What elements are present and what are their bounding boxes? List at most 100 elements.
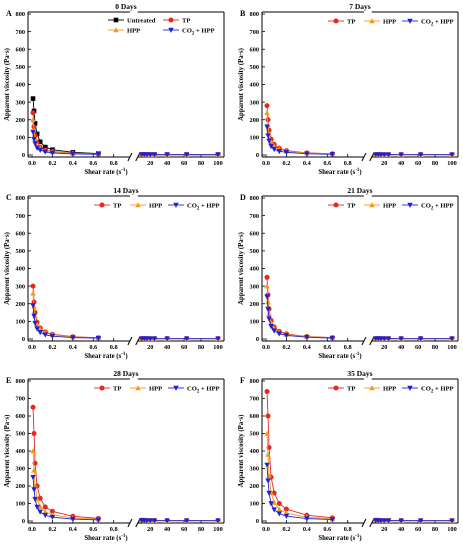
data-point	[271, 499, 277, 505]
data-point	[265, 451, 271, 457]
data-point	[283, 150, 290, 156]
chart-panel-b: B 7 Days 0 100 200 300 400 500 600 700 800 0.0 0.2 0.…	[238, 2, 459, 176]
legend-marker	[99, 385, 105, 391]
x-tick-label: 0.0	[28, 526, 36, 533]
panel-title: 7 Days	[349, 2, 371, 11]
legend-marker	[135, 385, 141, 391]
legend-marker	[113, 17, 119, 23]
x-tick-label: 0.2	[282, 344, 290, 351]
x-tick-label: 0.2	[48, 344, 56, 351]
legend-label: Untreated	[127, 17, 156, 24]
data-point	[378, 336, 384, 342]
x-tick-label: 0.4	[303, 160, 312, 167]
x-tick-label: 40	[164, 160, 170, 167]
x-axis-label: Shear rate (s-1)	[318, 168, 361, 176]
data-point	[30, 303, 36, 309]
data-point	[30, 448, 36, 454]
x-tick-label: 60	[181, 526, 187, 533]
axis-break-mark	[127, 152, 133, 162]
legend-label: CO2 + HPP	[421, 385, 454, 394]
data-point	[32, 496, 38, 503]
y-tick-label: 200	[250, 483, 259, 490]
data-point	[329, 335, 336, 342]
y-axis-label: Apparent viscosity (Pa·s)	[238, 48, 245, 121]
y-tick-label: 500	[250, 431, 259, 438]
data-point	[30, 116, 36, 123]
data-point	[37, 503, 43, 509]
x-tick-label: 0.8	[110, 526, 118, 533]
y-tick-label: 500	[250, 64, 259, 71]
y-tick-label: 0	[22, 518, 25, 525]
data-point	[34, 504, 40, 510]
data-point	[42, 149, 48, 155]
data-point	[264, 294, 270, 300]
x-tick-label: 0.0	[262, 526, 270, 533]
x-tick-label: 60	[415, 160, 421, 167]
y-tick-label: 400	[250, 82, 259, 89]
legend-label: HPP	[383, 202, 396, 209]
y-tick-label: 0	[256, 152, 259, 159]
data-point	[30, 96, 36, 101]
legend-marker	[407, 202, 413, 208]
data-point	[385, 336, 392, 342]
y-tick-label: 400	[250, 266, 259, 273]
data-point	[147, 336, 153, 342]
x-tick-label: 100	[213, 160, 222, 167]
y-axis-label: Apparent viscosity (Pa·s)	[238, 415, 245, 488]
x-tick-label: 0.2	[282, 160, 290, 167]
legend-marker	[369, 18, 375, 24]
series-co2-hpp	[30, 303, 221, 342]
series-line	[266, 105, 333, 155]
y-tick-label: 100	[16, 319, 25, 326]
x-tick-label: 80	[198, 160, 204, 167]
x-tick-label: 0.6	[323, 344, 331, 351]
data-point	[398, 336, 404, 342]
legend-label: HPP	[149, 202, 162, 209]
y-tick-label: 200	[16, 483, 25, 490]
data-point	[95, 517, 102, 523]
data-point	[378, 152, 384, 158]
series-hpp	[30, 290, 221, 341]
series-untreated	[30, 96, 221, 157]
series-line	[266, 112, 333, 155]
data-point	[151, 336, 158, 342]
data-point	[264, 389, 270, 394]
x-tick-label: 0.6	[323, 526, 331, 533]
y-tick-label: 700	[250, 213, 259, 220]
y-tick-label: 500	[16, 64, 25, 71]
data-point	[42, 144, 48, 150]
y-tick-label: 500	[250, 248, 259, 255]
data-point	[32, 141, 38, 147]
y-tick-label: 0	[256, 518, 259, 525]
data-point	[329, 517, 336, 523]
y-tick-label: 100	[16, 501, 25, 508]
data-point	[449, 336, 455, 342]
data-point	[215, 518, 221, 524]
y-tick-label: 600	[16, 230, 25, 237]
legend: TP HPP CO2 + HPP	[328, 18, 454, 27]
x-tick-label: 0.2	[48, 160, 56, 167]
legend-marker	[99, 202, 105, 208]
data-point	[266, 138, 272, 144]
data-point	[49, 508, 55, 514]
x-tick-label: 0.8	[344, 526, 352, 533]
series-tp	[264, 103, 455, 158]
data-point	[164, 518, 170, 524]
plot-frame	[27, 11, 225, 162]
legend: Untreated TP HPP CO2 + HPP	[108, 17, 215, 36]
axis-break-mark	[135, 152, 141, 162]
y-tick-label: 400	[16, 448, 25, 455]
legend-label: HPP	[149, 385, 162, 392]
legend-label: TP	[347, 385, 355, 392]
series-line	[32, 477, 99, 521]
data-point	[31, 313, 37, 319]
panel-title: 35 Days	[347, 369, 372, 378]
data-point	[95, 151, 102, 158]
data-point	[183, 336, 190, 342]
series-hpp	[30, 448, 221, 523]
series-tp	[30, 404, 221, 524]
y-axis-label: Apparent viscosity (Pa·s)	[4, 232, 11, 305]
x-tick-label: 0.4	[303, 344, 312, 351]
data-point	[215, 336, 221, 342]
data-point	[151, 152, 158, 158]
